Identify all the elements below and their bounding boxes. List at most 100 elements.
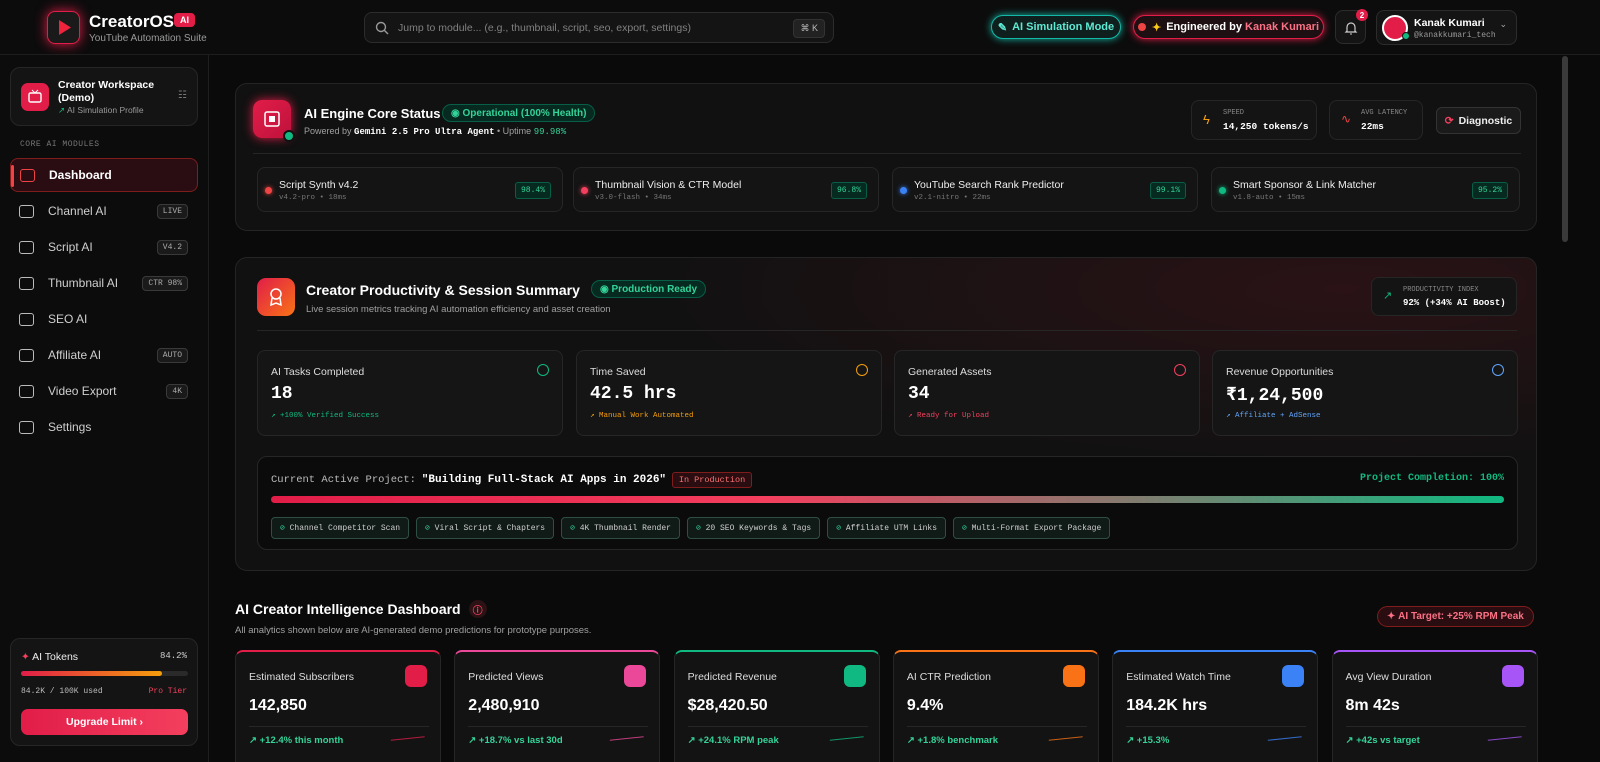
brand-badge: AI bbox=[174, 13, 195, 27]
workspace-title: Creator Workspace (Demo) bbox=[58, 79, 155, 104]
step-label: 20 SEO Keywords & Tags bbox=[705, 524, 812, 533]
stat-label: AI Tasks Completed bbox=[271, 366, 365, 378]
check-icon: ⊘ bbox=[962, 524, 972, 533]
stat-card: AI Tasks Completed 18 ↗ +100% Verified Suc… bbox=[257, 350, 563, 436]
productivity-subtitle: Live session metrics tracking AI automat… bbox=[306, 304, 611, 315]
nav-icon bbox=[19, 204, 34, 218]
stat-card: Time Saved 42.5 hrs ↗ Manual Work Automate… bbox=[576, 350, 882, 436]
project-label: Current Active Project: bbox=[271, 474, 416, 486]
info-icon[interactable]: ⓘ bbox=[468, 600, 487, 618]
dashboard-title: AI Creator Intelligence Dashboard ⓘ bbox=[235, 600, 487, 618]
speed-label: SPEED bbox=[1223, 109, 1245, 117]
stat-note: ↗ Affiliate + AdSense bbox=[1226, 410, 1321, 420]
note-icon: ↗ bbox=[590, 412, 600, 420]
workspace-card[interactable]: Creator Workspace (Demo) ↗ AI Simulation… bbox=[10, 67, 198, 126]
stat-note: ↗ +100% Verified Success bbox=[271, 410, 379, 420]
workspace-icon bbox=[21, 83, 49, 111]
stat-label: Revenue Opportunities bbox=[1226, 366, 1334, 378]
nav-item[interactable]: Thumbnail AI CTR 98% bbox=[10, 266, 198, 300]
nav-item[interactable]: Channel AI LIVE bbox=[10, 194, 198, 228]
logo[interactable] bbox=[47, 11, 80, 44]
search-shortcut: ⌘ K bbox=[793, 19, 825, 38]
trend-icon: ↗ bbox=[906, 735, 918, 746]
nav-item[interactable]: Video Export 4K bbox=[10, 374, 198, 408]
spark-icon: ✦ bbox=[1151, 21, 1162, 34]
nav-icon bbox=[19, 240, 34, 254]
divider bbox=[1126, 726, 1307, 727]
nav-item[interactable]: Script AI V4.2 bbox=[10, 230, 198, 264]
divider bbox=[1345, 726, 1526, 727]
user-name: Kanak Kumari bbox=[1414, 17, 1485, 29]
pen-icon: ✎ bbox=[997, 21, 1008, 34]
token-icon: ✦ bbox=[21, 651, 33, 663]
nav-label: Channel AI bbox=[48, 204, 107, 218]
model-meta: v2.1-nitro • 22ms bbox=[914, 194, 991, 202]
nav-item[interactable]: Settings bbox=[10, 410, 198, 444]
completion-label: Project Completion: 100% bbox=[1359, 473, 1504, 484]
check-icon: ⊘ bbox=[425, 524, 435, 533]
step-label: 4K Thumbnail Render bbox=[579, 524, 671, 533]
nav-item[interactable]: Dashboard bbox=[10, 158, 198, 192]
user-menu[interactable]: Kanak Kumari @kanakkumari_tech ⌄ bbox=[1376, 10, 1517, 45]
engineered-badge[interactable]: ✦ Engineered by Kanak Kumari bbox=[1133, 15, 1324, 39]
kpi-value: 9.4% bbox=[906, 697, 944, 714]
simulation-mode[interactable]: ✎ AI Simulation Mode bbox=[991, 15, 1121, 39]
nav-label: Affiliate AI bbox=[48, 348, 102, 362]
status-dot bbox=[581, 187, 588, 194]
project-name: "Building Full-Stack AI Apps in 2026" bbox=[421, 474, 667, 486]
nav-item[interactable]: Affiliate AI AUTO bbox=[10, 338, 198, 372]
latency-card: ∿ AVG LATENCY 22ms bbox=[1329, 100, 1423, 140]
check-icon: ⊘ bbox=[570, 524, 580, 533]
note-text: Affiliate + AdSense bbox=[1235, 412, 1321, 420]
kpi-label: Estimated Watch Time bbox=[1126, 671, 1231, 683]
stat-icon bbox=[1492, 364, 1504, 376]
step-label: Multi-Format Export Package bbox=[971, 524, 1102, 533]
search-icon bbox=[375, 21, 389, 35]
nav-tag: AUTO bbox=[156, 347, 188, 363]
kpi-card: Predicted Revenue $28,420.50 ↗ +24.1% RPM … bbox=[673, 650, 880, 762]
dashboard-title-text: AI Creator Intelligence Dashboard bbox=[235, 601, 461, 617]
model-name: YouTube Search Rank Predictor bbox=[914, 179, 1064, 191]
nav-label: Thumbnail AI bbox=[48, 276, 119, 290]
model-card: Script Synth v4.2 v4.2-pro • 18ms 98.4% bbox=[257, 167, 563, 212]
tokens-title-text: AI Tokens bbox=[32, 651, 79, 663]
uptime-label: • Uptime bbox=[497, 126, 532, 136]
stat-icon bbox=[856, 364, 868, 376]
kpi-icon bbox=[1062, 665, 1085, 687]
section-label: CORE AI MODULES bbox=[20, 140, 100, 149]
tokens-percent: 84.2% bbox=[159, 651, 187, 661]
project-status: In Production bbox=[671, 472, 753, 488]
latency: 22ms bbox=[1361, 121, 1384, 132]
nav-icon bbox=[19, 276, 34, 290]
kpi-change: ↗ +42s vs target bbox=[1346, 735, 1420, 746]
speed-card: ϟ SPEED 14,250 tokens/s bbox=[1191, 100, 1317, 140]
nav-item[interactable]: SEO AI bbox=[10, 302, 198, 336]
kpi-change: ↗ +1.8% benchmark bbox=[907, 735, 998, 746]
step-list: ⊘ Channel Competitor Scan ⊘ Viral Script … bbox=[271, 517, 1111, 539]
tokens-track bbox=[21, 671, 188, 676]
status-dot bbox=[900, 187, 907, 194]
nav-icon bbox=[19, 420, 34, 434]
diagnostic-button[interactable]: ⟳ Diagnostic bbox=[1436, 107, 1521, 134]
kpi-card: Estimated Watch Time 184.2K hrs ↗ +15.3% bbox=[1112, 650, 1319, 762]
productivity-title: Creator Productivity & Session Summary bbox=[306, 282, 580, 298]
nav-icon bbox=[19, 384, 34, 398]
stat-icon bbox=[1174, 364, 1186, 376]
nav-label: Script AI bbox=[48, 240, 93, 254]
project-box: Current Active Project: "Building Full-S… bbox=[257, 456, 1518, 550]
search-box[interactable]: Jump to module... (e.g., thumbnail, scri… bbox=[364, 12, 834, 43]
online-dot bbox=[1402, 32, 1410, 40]
notifications[interactable]: 2 bbox=[1335, 9, 1368, 44]
check-icon: ⊘ bbox=[836, 524, 846, 533]
index-label: PRODUCTIVITY INDEX bbox=[1403, 286, 1479, 294]
refresh-icon: ⟳ bbox=[1444, 114, 1454, 127]
settings-toggle: ☷ bbox=[178, 90, 187, 101]
chip-icon bbox=[264, 111, 280, 127]
upgrade-button[interactable]: Upgrade Limit › bbox=[21, 709, 188, 735]
model-name: Script Synth v4.2 bbox=[279, 179, 359, 191]
stat-value: ₹1,24,500 bbox=[1226, 386, 1324, 406]
nav-icon bbox=[19, 312, 34, 326]
live-dot bbox=[1137, 23, 1146, 31]
step-chip: ⊘ Viral Script & Chapters bbox=[416, 517, 555, 539]
kpi-value: 8m 42s bbox=[1345, 697, 1400, 714]
